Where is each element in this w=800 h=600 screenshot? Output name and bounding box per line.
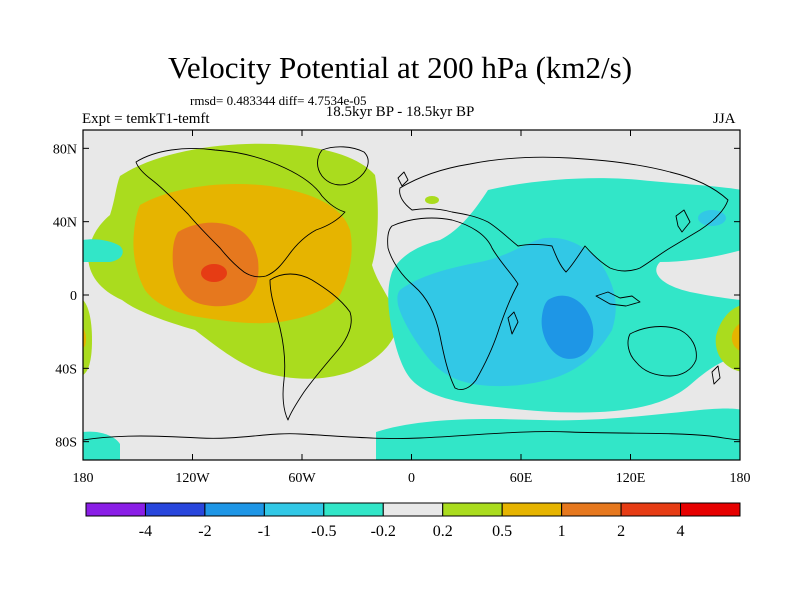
stats-label: rmsd= 0.483344 diff= 4.7534e-05 xyxy=(190,93,367,108)
coastline-eurasia xyxy=(399,156,729,273)
lat-tick-label: 0 xyxy=(70,289,77,304)
colorbar-label: 0.2 xyxy=(433,523,453,540)
colorbar-swatch xyxy=(382,502,444,517)
lat-tick-label: 40S xyxy=(55,362,77,377)
lon-tick-label: 180 xyxy=(730,471,751,486)
colorbar-label: -4 xyxy=(139,523,152,540)
colorbar-swatch xyxy=(442,502,503,517)
colorbar-label: 1 xyxy=(558,523,566,540)
field-negative-1 xyxy=(541,295,594,359)
colorbar-swatch xyxy=(204,502,265,517)
coastline-greenland xyxy=(317,146,369,186)
field-positive-west-core xyxy=(83,328,87,348)
map-title: Velocity Potential at 200 hPa (km2/s) xyxy=(167,50,633,85)
field-positive-east-edge xyxy=(715,305,740,372)
coastline-north-america xyxy=(135,148,346,278)
lat-tick-label: 80N xyxy=(53,142,77,157)
lon-tick-label: 0 xyxy=(408,471,415,486)
colorbar-swatch xyxy=(680,502,741,517)
period-label: 18.5kyr BP - 18.5kyr BP xyxy=(325,104,475,120)
colorbar-label: 4 xyxy=(677,523,685,540)
coastline-south-america xyxy=(269,273,352,421)
colorbar-label: -0.5 xyxy=(311,523,336,540)
field-positive-west-edge xyxy=(83,300,92,375)
colorbar-swatch xyxy=(620,502,682,517)
coastline-uk xyxy=(397,171,409,187)
field-negative-west-strip xyxy=(83,239,123,262)
coastline-madagascar xyxy=(507,311,519,335)
coastline-indonesia xyxy=(595,291,641,307)
field-positive-2 xyxy=(201,264,227,282)
colorbar-label: -2 xyxy=(198,523,211,540)
field-negative-1-asia xyxy=(698,210,726,226)
map-field xyxy=(83,130,740,460)
experiment-label: Expt = temkT1-temft xyxy=(82,111,210,127)
coastlines xyxy=(83,146,740,441)
lon-tick-label: 120E xyxy=(616,471,646,486)
map-axes: 80N 40N 0 40S 80S 180 120W 60W 0 60E 120E 180 xyxy=(53,130,751,486)
coastline-australia xyxy=(627,326,697,377)
colorbar-label: -0.2 xyxy=(371,523,396,540)
coastline-antarctica xyxy=(83,431,740,441)
field-negative-southern-band xyxy=(376,408,740,460)
colorbar-swatch xyxy=(144,502,206,517)
coastline-africa xyxy=(387,217,519,391)
coastline-japan xyxy=(675,209,691,233)
colorbar-swatch xyxy=(561,502,622,517)
field-positive-east-core xyxy=(731,323,740,351)
colorbar-swatch xyxy=(263,502,325,517)
lat-tick-label: 80S xyxy=(55,436,77,451)
lat-tick-label: 40N xyxy=(53,216,77,231)
lon-tick-label: 180 xyxy=(73,471,94,486)
colorbar: -4 -2 -1 -0.5 -0.2 0.2 0.5 1 2 4 xyxy=(85,502,741,540)
lon-tick-label: 60E xyxy=(510,471,533,486)
colorbar-swatch xyxy=(501,502,563,517)
field-positive-patch-caspian xyxy=(425,196,439,204)
colorbar-swatch xyxy=(85,502,146,517)
colorbar-label: -1 xyxy=(258,523,271,540)
season-label: JJA xyxy=(713,111,736,127)
lon-tick-label: 120W xyxy=(175,471,210,486)
colorbar-label: 0.5 xyxy=(492,523,512,540)
colorbar-label: 2 xyxy=(617,523,625,540)
coastline-new-zealand xyxy=(711,365,721,385)
lon-tick-label: 60W xyxy=(288,471,316,486)
colorbar-swatch xyxy=(323,502,384,517)
